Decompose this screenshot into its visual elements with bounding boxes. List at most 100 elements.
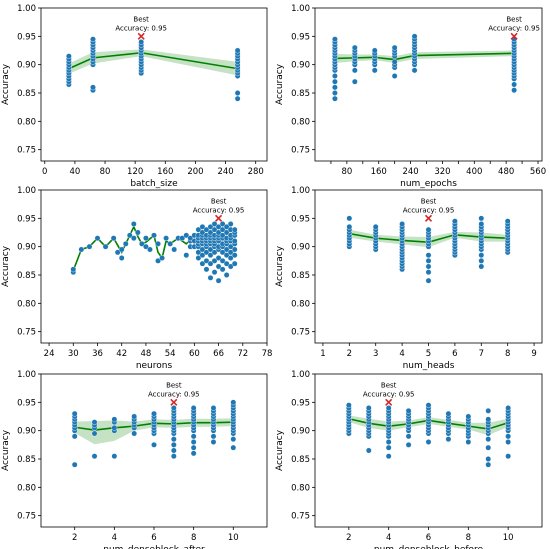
x-tick-label: 8 (191, 533, 196, 543)
best-marker (424, 214, 433, 222)
y-axis-label: Accuracy (1, 245, 11, 287)
best-accuracy-label: Accuracy: 0.95 (363, 390, 415, 398)
data-point (332, 73, 338, 79)
x-tick-label: 36 (92, 349, 103, 359)
data-point (485, 436, 492, 443)
y-tick-label: 0.95 (17, 398, 36, 408)
x-tick-label: 54 (165, 349, 176, 359)
y-tick-label: 0.90 (291, 427, 310, 437)
data-point (102, 243, 109, 250)
y-tick-label: 1.00 (291, 186, 310, 196)
x-tick-label: 10 (503, 533, 514, 543)
x-tick-label: 40 (69, 167, 80, 177)
y-tick-label: 0.95 (291, 214, 310, 224)
data-point (207, 223, 214, 230)
x-tick-label: 24 (44, 349, 55, 359)
data-point (391, 73, 398, 79)
data-point (351, 78, 358, 85)
data-point (138, 240, 145, 247)
x-tick-label: 4 (399, 349, 404, 359)
data-point (170, 405, 177, 411)
y-tick-label: 1.00 (291, 4, 310, 14)
data-point (346, 215, 353, 222)
data-point (94, 235, 101, 242)
data-point (199, 229, 206, 236)
y-tick-label: 0.80 (17, 299, 36, 309)
y-axis-label: Accuracy (1, 429, 11, 471)
x-tick-label: 160 (157, 167, 173, 177)
data-point (219, 257, 226, 264)
best-marker (510, 32, 518, 40)
data-point (478, 257, 485, 264)
data-point (219, 221, 226, 227)
data-point (219, 266, 226, 273)
y-tick-label: 0.95 (17, 32, 36, 42)
data-point (478, 263, 485, 270)
data-point (190, 439, 197, 445)
data-point (227, 243, 234, 250)
data-point (478, 215, 485, 222)
data-point (190, 433, 197, 440)
data-point (207, 274, 214, 281)
data-point (365, 447, 372, 454)
data-point (210, 433, 217, 440)
data-point (110, 235, 117, 242)
data-point (223, 223, 230, 230)
x-tick-label: 10 (228, 533, 239, 543)
data-point (223, 229, 230, 236)
x-tick-label: 320 (434, 167, 450, 177)
data-point (215, 277, 222, 284)
x-tick-label: 480 (498, 167, 514, 177)
x-tick-label: 5 (426, 349, 431, 359)
data-point (131, 430, 138, 437)
data-point (230, 444, 237, 451)
data-point (385, 453, 392, 460)
data-point (485, 444, 492, 451)
y-tick-label: 0.80 (291, 117, 310, 127)
x-tick-label: 80 (100, 167, 111, 177)
y-tick-label: 0.90 (291, 61, 310, 71)
data-point (234, 90, 241, 96)
data-point (332, 84, 338, 91)
y-axis-label: Accuracy (1, 63, 11, 105)
data-point (143, 235, 149, 242)
data-point (345, 402, 352, 409)
x-tick-label: 66 (213, 349, 224, 359)
data-point (332, 90, 338, 96)
y-tick-label: 0.95 (291, 32, 310, 42)
data-point (227, 263, 234, 270)
data-point (425, 402, 432, 409)
data-point (207, 260, 214, 267)
y-tick-label: 1.00 (17, 4, 36, 14)
y-tick-label: 0.85 (291, 271, 310, 281)
data-point (231, 260, 238, 267)
data-point (371, 67, 378, 74)
data-point (445, 436, 452, 443)
data-point (385, 439, 392, 445)
data-point (231, 246, 238, 253)
y-tick-label: 0.95 (291, 398, 310, 408)
data-point (332, 95, 338, 102)
data-point (219, 232, 226, 239)
best-marker (215, 214, 223, 222)
data-point (234, 95, 241, 102)
data-point (219, 249, 226, 256)
data-point (211, 221, 218, 227)
data-point (425, 226, 432, 233)
y-axis-label: Accuracy (275, 429, 285, 471)
data-point (511, 81, 518, 88)
x-tick-label: 240 (402, 167, 418, 177)
data-point (351, 67, 358, 74)
data-point (138, 39, 145, 45)
y-axis-label: Accuracy (275, 245, 285, 287)
data-point (199, 223, 206, 230)
x-tick-label: 9 (531, 349, 536, 359)
axes-frame (40, 189, 268, 344)
data-point (215, 229, 222, 236)
best-accuracy-label: Accuracy: 0.95 (403, 206, 455, 214)
data-point (155, 240, 161, 247)
y-tick-label: 0.80 (291, 483, 310, 493)
